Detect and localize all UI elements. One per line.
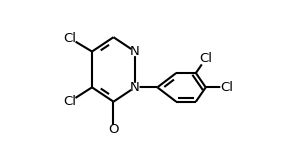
- Circle shape: [131, 83, 139, 91]
- Circle shape: [131, 48, 139, 55]
- Text: Cl: Cl: [221, 81, 234, 94]
- Circle shape: [63, 95, 76, 108]
- Text: O: O: [108, 123, 119, 136]
- Text: Cl: Cl: [63, 32, 76, 45]
- Circle shape: [199, 52, 212, 65]
- Text: Cl: Cl: [199, 52, 212, 65]
- Text: Cl: Cl: [63, 95, 76, 108]
- Text: N: N: [130, 81, 140, 94]
- Text: N: N: [130, 45, 140, 58]
- Circle shape: [63, 32, 76, 44]
- Circle shape: [109, 126, 117, 133]
- Circle shape: [221, 81, 233, 94]
